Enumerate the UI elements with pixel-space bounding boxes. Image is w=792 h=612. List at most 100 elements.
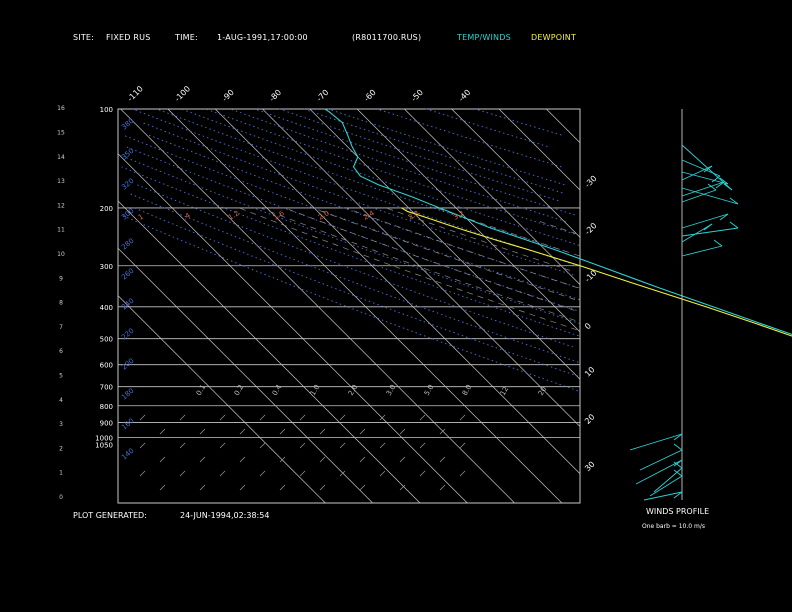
barb-stub [279, 428, 286, 435]
wind-barb-feather [723, 183, 733, 191]
isotherm-line [120, 108, 515, 504]
height-label: 6 [59, 348, 63, 355]
wind-barb-feather [673, 433, 683, 441]
height-label: 11 [57, 227, 65, 234]
height-label: 10 [57, 251, 65, 258]
pressure-label-700: 700 [100, 384, 113, 392]
height-label: 2 [59, 445, 63, 452]
moist-adiabat [312, 207, 575, 300]
pressure-label-1050: 1050 [95, 442, 113, 450]
isotherm-label-top: -70 [315, 88, 331, 104]
theta-label: 280 [120, 237, 135, 252]
barb-stub [339, 470, 346, 477]
dry-adiabat [134, 207, 578, 377]
height-label: 9 [59, 275, 63, 282]
wind-barb-feather [713, 239, 723, 247]
barb-stub [299, 414, 306, 421]
dry-adiabats [120, 108, 581, 392]
plot-frame [117, 108, 581, 504]
barb-stub [179, 470, 186, 477]
height-label: 13 [57, 178, 65, 185]
isotherm-line [309, 108, 581, 380]
isotherm-line [117, 295, 326, 504]
dry-adiabat [328, 108, 565, 186]
moist-label: 5.0 [423, 383, 435, 397]
pressure-label-900: 900 [100, 420, 113, 428]
moist-adiabats [239, 207, 580, 331]
legend-temp-winds: TEMP/WINDS [457, 33, 511, 42]
wind-barb-feather [719, 213, 729, 221]
dry-adiabat [156, 108, 565, 252]
barb-stub [159, 484, 166, 491]
isotherm-line [117, 248, 373, 504]
isotherm-label-right: 0 [583, 321, 593, 331]
barb-stub [459, 442, 466, 449]
wind-barb [643, 491, 683, 501]
barb-stub [279, 456, 286, 463]
height-label: 3 [59, 421, 63, 428]
wind-barb [681, 181, 725, 197]
barb-stub [319, 428, 326, 435]
barb-stub [439, 484, 446, 491]
dry-adiabat [377, 108, 562, 168]
pressure-label-300: 300 [100, 263, 113, 271]
dry-adiabat [205, 108, 575, 235]
mixing-ratio-label: 1.6 [272, 209, 286, 222]
barb-stub [359, 456, 366, 463]
isotherm-label-right: 20 [583, 412, 597, 426]
height-label: 0 [59, 494, 63, 501]
isotherm-label-right: 10 [583, 365, 597, 379]
barb-stub [339, 442, 346, 449]
wind-barb-feather [729, 197, 739, 205]
dry-adiabat [142, 122, 574, 276]
barb-stub [159, 428, 166, 435]
barb-stub [259, 414, 266, 421]
wind-barb [681, 189, 717, 203]
barb-stub [239, 484, 246, 491]
theta-label: 320 [120, 177, 135, 192]
height-label: 8 [59, 300, 63, 307]
site-label: SITE: [73, 33, 95, 42]
wind-barb [681, 213, 729, 229]
dry-adiabat [148, 134, 579, 289]
wind-barb [681, 223, 713, 243]
barb-stub [439, 456, 446, 463]
isotherm-label-top: -80 [268, 88, 284, 104]
isotherm-label-right: -20 [583, 221, 599, 237]
isotherm-line [546, 108, 581, 143]
barb-stub [139, 414, 146, 421]
moist-label: 20 [537, 385, 548, 397]
barb-stub [399, 428, 406, 435]
isotherm-line [356, 108, 581, 333]
wind-barbs [139, 414, 466, 491]
wind-barb-feather [719, 177, 729, 185]
wind-barb [639, 449, 683, 471]
barb-stub [419, 414, 426, 421]
barb-stub [219, 470, 226, 477]
isotherm-line [404, 108, 581, 285]
wind-barb-feather [715, 181, 725, 189]
wind-barb-feather [673, 461, 683, 469]
theta-label: 160 [120, 417, 135, 432]
sounding-series [324, 108, 792, 337]
winds-profile-panel [629, 109, 739, 501]
dry-adiabat [120, 214, 579, 392]
isotherm-label-top: -50 [409, 88, 425, 104]
isotherm-label-top: -110 [126, 84, 145, 103]
barb-stub [419, 442, 426, 449]
isotherm-line [451, 108, 581, 238]
wind-barb [653, 467, 683, 493]
barb-stub [459, 414, 466, 421]
wind-barb-feather [729, 221, 739, 229]
barb-stub [339, 414, 346, 421]
barb-stub [379, 470, 386, 477]
mixing-ratio-label: 2.8 [407, 209, 421, 221]
dry-adiabat [426, 108, 548, 147]
dry-adiabat [127, 192, 579, 363]
plot-generated-label: PLOT GENERATED: [73, 511, 147, 520]
barb-stub [459, 470, 466, 477]
isotherm-line [117, 153, 468, 504]
moist-label: 3.0 [385, 383, 397, 397]
height-label: 14 [57, 154, 65, 161]
